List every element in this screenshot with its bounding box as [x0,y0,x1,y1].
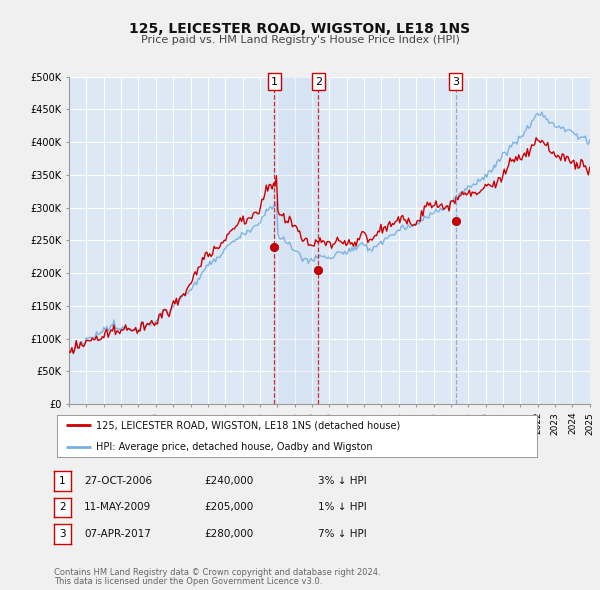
Text: 7% ↓ HPI: 7% ↓ HPI [318,529,367,539]
Text: 125, LEICESTER ROAD, WIGSTON, LE18 1NS: 125, LEICESTER ROAD, WIGSTON, LE18 1NS [130,22,470,37]
Text: Price paid vs. HM Land Registry's House Price Index (HPI): Price paid vs. HM Land Registry's House … [140,35,460,45]
Text: This data is licensed under the Open Government Licence v3.0.: This data is licensed under the Open Gov… [54,577,322,586]
Text: 11-MAY-2009: 11-MAY-2009 [84,503,151,512]
Text: 2: 2 [59,503,66,512]
Text: £280,000: £280,000 [204,529,253,539]
Text: 3: 3 [452,77,459,87]
Text: 1: 1 [59,476,66,486]
Text: 125, LEICESTER ROAD, WIGSTON, LE18 1NS (detached house): 125, LEICESTER ROAD, WIGSTON, LE18 1NS (… [97,421,401,430]
Text: 3: 3 [59,529,66,539]
Text: Contains HM Land Registry data © Crown copyright and database right 2024.: Contains HM Land Registry data © Crown c… [54,568,380,577]
Text: 3% ↓ HPI: 3% ↓ HPI [318,476,367,486]
Text: £205,000: £205,000 [204,503,253,512]
Text: 07-APR-2017: 07-APR-2017 [84,529,151,539]
Bar [274,77,319,404]
Text: 1: 1 [271,77,278,87]
Text: HPI: Average price, detached house, Oadby and Wigston: HPI: Average price, detached house, Oadb… [97,442,373,451]
Text: 1% ↓ HPI: 1% ↓ HPI [318,503,367,512]
Text: £240,000: £240,000 [204,476,253,486]
Text: 2: 2 [315,77,322,87]
Text: 27-OCT-2006: 27-OCT-2006 [84,476,152,486]
